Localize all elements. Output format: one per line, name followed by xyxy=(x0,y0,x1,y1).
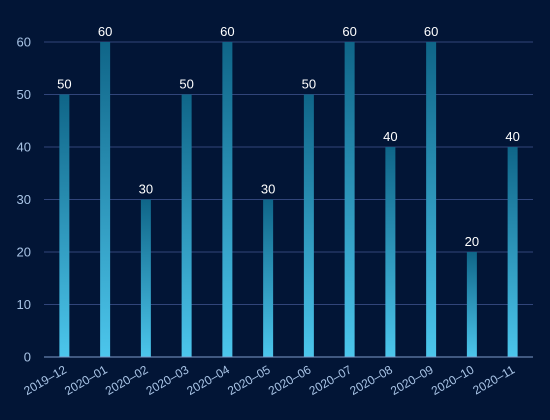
bar xyxy=(344,42,355,357)
x-tick-label: 2020–06 xyxy=(266,362,314,398)
bar-value-label: 40 xyxy=(505,129,519,144)
bar xyxy=(385,147,396,357)
bar xyxy=(181,94,192,357)
bar-value-label: 50 xyxy=(57,77,71,92)
bar-value-label: 60 xyxy=(424,24,438,39)
x-tick-label: 2020–02 xyxy=(103,362,151,398)
bar-value-label: 60 xyxy=(98,24,112,39)
y-tick-label: 20 xyxy=(17,245,31,260)
bar-value-label: 50 xyxy=(302,77,316,92)
x-tick-label: 2020–05 xyxy=(225,362,273,398)
bar xyxy=(466,252,477,357)
y-tick-label: 30 xyxy=(17,192,31,207)
bar xyxy=(263,199,274,357)
x-tick-label: 2020–01 xyxy=(62,362,110,398)
x-tick-label: 2020–11 xyxy=(470,362,517,397)
x-tick-label: 2020–10 xyxy=(429,362,477,398)
bar xyxy=(100,42,111,357)
bar-value-label: 40 xyxy=(383,129,397,144)
grid-lines xyxy=(44,41,533,305)
bars xyxy=(59,42,518,357)
x-tick-label: 2020–03 xyxy=(144,362,192,398)
bar-value-label: 20 xyxy=(465,234,479,249)
y-tick-label: 0 xyxy=(24,350,31,365)
x-tick-label: 2020–09 xyxy=(388,362,436,398)
y-tick-label: 40 xyxy=(17,140,31,155)
bar xyxy=(426,42,437,357)
x-tick-label: 2020–08 xyxy=(347,362,395,398)
bar-value-label: 30 xyxy=(261,182,275,197)
bar xyxy=(303,94,314,357)
x-tick-label: 2019–12 xyxy=(21,362,69,398)
x-tick-label: 2020–04 xyxy=(184,362,232,398)
bar xyxy=(140,199,151,357)
bar-value-label: 60 xyxy=(220,24,234,39)
y-tick-label: 60 xyxy=(17,35,31,50)
bar xyxy=(507,147,518,357)
y-tick-label: 10 xyxy=(17,297,31,312)
y-tick-label: 50 xyxy=(17,87,31,102)
bar xyxy=(222,42,233,357)
bar-value-label: 30 xyxy=(139,182,153,197)
data-labels: 50 60 30 50 60 30 50 60 40 60 20 40 xyxy=(57,24,520,249)
x-axis-ticks: 2019–122020–012020–022020–032020–042020–… xyxy=(21,362,517,398)
bar-value-label: 60 xyxy=(342,24,356,39)
bar xyxy=(59,94,70,357)
bar-value-label: 50 xyxy=(179,77,193,92)
y-axis-ticks: 0 10 20 30 40 50 60 xyxy=(17,35,31,365)
x-tick-label: 2020–07 xyxy=(307,362,355,398)
